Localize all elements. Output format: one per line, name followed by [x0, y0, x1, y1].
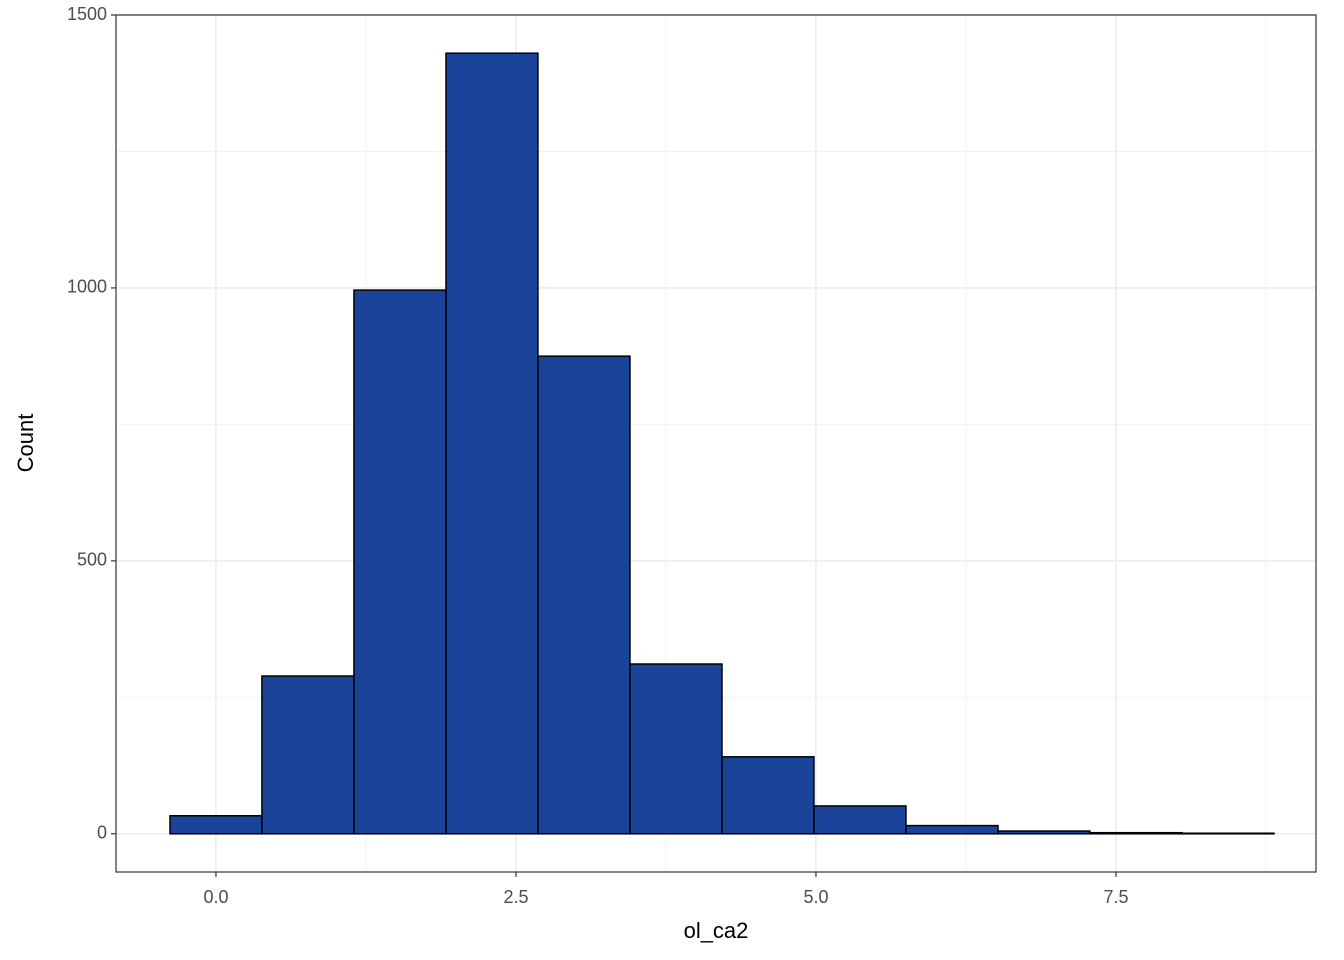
histogram-bar: [721, 756, 815, 835]
y-tick-label: 1000: [67, 277, 107, 297]
histogram-bar: [813, 805, 907, 835]
y-axis-title: Count: [13, 414, 38, 473]
histogram-bar: [353, 289, 447, 835]
histogram-bar: [169, 815, 263, 835]
histogram-bar: [261, 675, 355, 835]
y-tick-label: 1500: [67, 4, 107, 24]
histogram-bar: [1089, 831, 1183, 835]
histogram-bar: [1181, 832, 1275, 835]
histogram-bar: [997, 830, 1091, 835]
histogram-bar: [445, 52, 539, 835]
x-tick-label: 2.5: [503, 887, 528, 907]
y-tick-label: 500: [77, 550, 107, 570]
x-tick-label: 7.5: [1103, 887, 1128, 907]
histogram-bar: [905, 824, 999, 835]
plot-border: [115, 14, 1317, 873]
x-tick-label: 5.0: [803, 887, 828, 907]
x-axis-title: ol_ca2: [684, 918, 749, 943]
y-tick-label: 0: [97, 823, 107, 843]
x-tick-label: 0.0: [203, 887, 228, 907]
histogram-bar: [537, 355, 631, 835]
histogram-bar: [629, 663, 723, 835]
